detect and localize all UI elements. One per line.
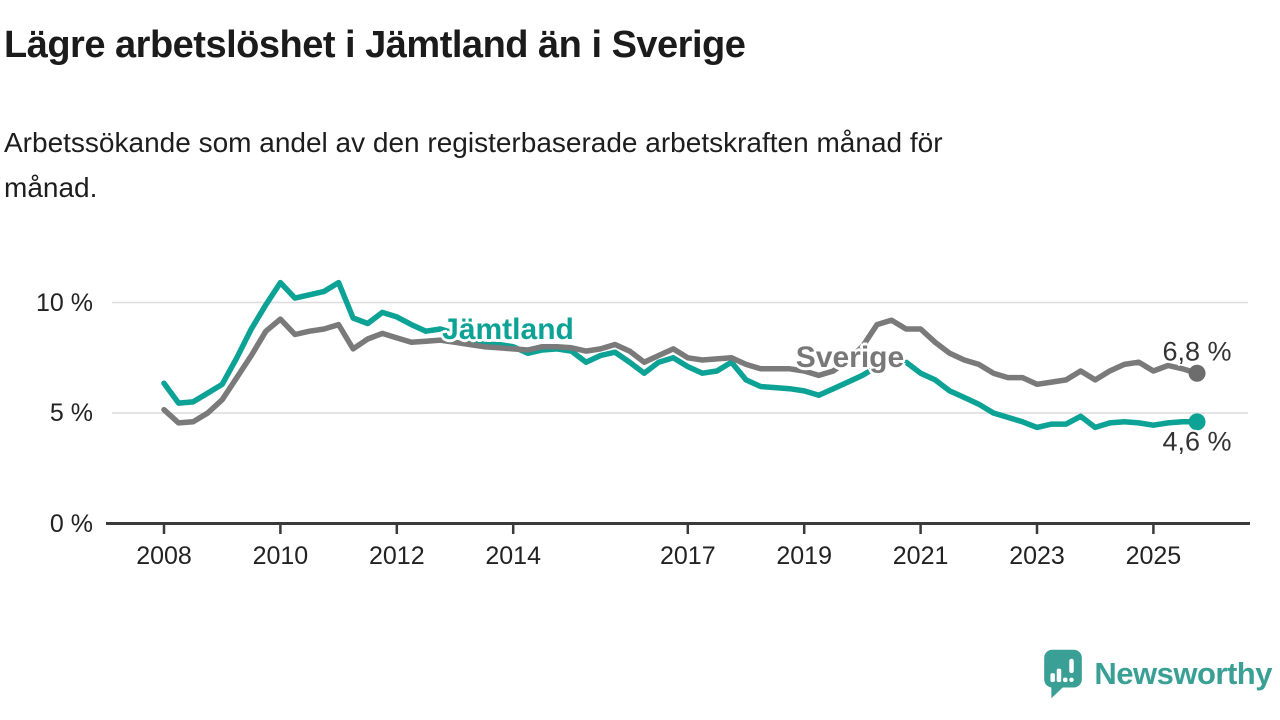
y-axis-label: 10 % — [36, 288, 93, 317]
x-axis-label: 2014 — [485, 542, 541, 570]
series-end-dot-jamtland — [1188, 413, 1206, 431]
page-title: Lägre arbetslöshet i Jämtland än i Sveri… — [4, 24, 746, 66]
series-line-sverige — [161, 316, 1200, 426]
subtitle-line: Arbetssökande som andel av den registerb… — [4, 127, 943, 158]
series-line-jamtland — [161, 279, 1200, 431]
series-end-dot-sverige — [1188, 364, 1206, 382]
newsworthy-logo: Newsworthy — [1042, 648, 1272, 700]
x-axis-label: 2019 — [776, 542, 832, 570]
y-axis-label: 0 % — [49, 509, 93, 538]
x-axis-label: 2017 — [659, 542, 716, 570]
end-value-label-sverige: 6,8 % — [1162, 336, 1232, 367]
x-axis-label: 2008 — [136, 542, 192, 570]
series-label-jamtland: Jämtland — [442, 313, 574, 346]
x-axis-label: 2023 — [1009, 542, 1065, 570]
x-axis-label: 2021 — [892, 542, 949, 570]
x-axis-label: 2010 — [252, 542, 309, 570]
x-axis-label: 2025 — [1125, 542, 1182, 570]
y-axis-label: 5 % — [49, 399, 93, 427]
end-value-label-jamtland: 4,6 % — [1162, 426, 1232, 457]
newsworthy-bubble-chart-icon — [1044, 649, 1083, 699]
series-label-sverige: Sverige — [795, 341, 905, 374]
x-axis-label: 2012 — [368, 542, 425, 570]
page-subtitle: Arbetssökande som andel av den registerb… — [4, 120, 943, 210]
newsworthy-wordmark: Newsworthy — [1094, 656, 1272, 691]
subtitle-line: månad. — [4, 172, 98, 203]
